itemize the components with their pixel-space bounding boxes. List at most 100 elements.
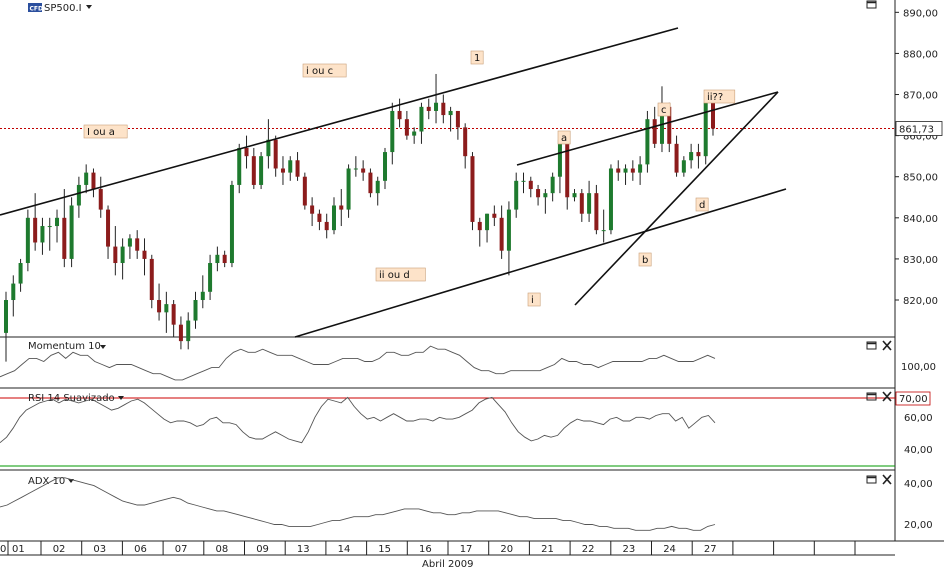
date-tick-label: 21 xyxy=(541,544,554,555)
candle xyxy=(69,197,74,268)
price-tick-label: 870,00 xyxy=(903,91,938,102)
symbol-name[interactable]: SP500.I xyxy=(44,3,82,14)
current-price-label: 861,73 xyxy=(899,125,934,136)
wave-label: 1 xyxy=(470,50,484,65)
candle xyxy=(426,98,431,120)
candle xyxy=(222,250,227,268)
candle xyxy=(689,143,694,169)
candle xyxy=(310,197,315,227)
candle xyxy=(135,230,140,259)
candle xyxy=(25,209,30,272)
candle xyxy=(485,213,490,243)
candle xyxy=(572,189,577,202)
candle xyxy=(273,135,278,177)
candle xyxy=(528,176,533,198)
candle xyxy=(455,110,460,140)
caret-down-icon[interactable] xyxy=(86,5,92,9)
maximize-icon[interactable] xyxy=(866,341,877,350)
rsi-panel: RSI 14 Suavizado 70,00 60,00 40,00 xyxy=(0,391,933,467)
rsi-level-label: 70,00 xyxy=(899,394,928,405)
candle xyxy=(302,172,307,210)
candle xyxy=(33,193,38,251)
candle xyxy=(565,135,570,210)
candle xyxy=(193,291,198,329)
upper-channel-line xyxy=(0,27,679,216)
candle xyxy=(4,291,8,362)
candle xyxy=(62,189,67,268)
wave-labels: I ou a i ou c 1 a c ii?? ii ou d i b d xyxy=(83,50,736,307)
symbol-header[interactable]: CFD SP500.I xyxy=(28,3,92,14)
cfd-badge xyxy=(28,3,42,12)
candle xyxy=(470,152,475,231)
candle xyxy=(98,176,103,218)
date-tick-label: 02 xyxy=(53,544,66,555)
adx-title: ADX 10 xyxy=(28,476,65,487)
candle xyxy=(681,156,686,177)
svg-text:d: d xyxy=(699,200,705,211)
candle xyxy=(127,234,132,259)
rsi-line xyxy=(0,396,716,444)
date-tick-label: 06 xyxy=(134,544,147,555)
adx-tick-20: 20,00 xyxy=(904,520,933,531)
candle xyxy=(251,147,256,190)
maximize-icon[interactable] xyxy=(866,475,877,484)
svg-text:1: 1 xyxy=(474,53,480,64)
candle xyxy=(616,160,621,181)
maximize-icon[interactable] xyxy=(866,0,877,9)
date-tick-label: 07 xyxy=(175,544,188,555)
date-tick-label: 24 xyxy=(663,544,676,555)
candle xyxy=(317,209,322,231)
rsi-title: RSI 14 Suavizado xyxy=(28,393,115,404)
current-price-tag: 861,73 xyxy=(895,121,943,136)
candle xyxy=(514,172,519,218)
candle xyxy=(659,86,664,153)
candle xyxy=(557,135,562,194)
close-icon[interactable] xyxy=(882,474,892,485)
candle xyxy=(244,135,249,169)
candle xyxy=(259,152,264,190)
candle xyxy=(419,102,424,144)
date-tick-label: 13 xyxy=(297,544,310,555)
candle xyxy=(397,98,402,128)
caret-down-icon xyxy=(100,345,106,349)
date-tick-label: 15 xyxy=(378,544,391,555)
maximize-icon[interactable] xyxy=(866,392,877,401)
candle xyxy=(237,143,242,194)
date-tick-label: 14 xyxy=(338,544,351,555)
candle xyxy=(339,189,344,227)
candle xyxy=(91,168,96,198)
candle xyxy=(404,110,409,140)
wave-label: a xyxy=(557,130,571,145)
candle xyxy=(142,238,147,276)
candle xyxy=(463,123,468,169)
close-icon[interactable] xyxy=(882,340,892,351)
candle xyxy=(157,283,162,321)
rsi-tick-40: 40,00 xyxy=(904,445,933,456)
candle xyxy=(652,106,657,148)
close-icon[interactable] xyxy=(882,391,892,402)
month-label: Abril 2009 xyxy=(422,559,473,570)
date-tick-label: 16 xyxy=(419,544,432,555)
candle xyxy=(521,172,526,194)
candle xyxy=(441,94,446,124)
date-tick-label: 17 xyxy=(460,544,473,555)
candle xyxy=(630,160,635,181)
wave-label: i xyxy=(527,292,541,307)
candle xyxy=(579,189,584,222)
caret-down-icon xyxy=(118,396,124,400)
wave-label: c xyxy=(657,102,671,117)
candles xyxy=(4,73,715,362)
candle xyxy=(434,73,439,124)
svg-text:i ou c: i ou c xyxy=(306,66,333,77)
candle xyxy=(47,217,52,251)
candle xyxy=(375,176,380,206)
candle xyxy=(295,152,300,181)
date-tick-label: 09 xyxy=(256,544,269,555)
lower-channel-line xyxy=(294,188,787,338)
wave-label: b xyxy=(638,252,652,267)
wave-label: ii?? xyxy=(703,89,736,104)
candle xyxy=(164,291,169,333)
svg-text:ii ou d: ii ou d xyxy=(379,270,410,281)
price-tick-label: 850,00 xyxy=(903,173,938,184)
